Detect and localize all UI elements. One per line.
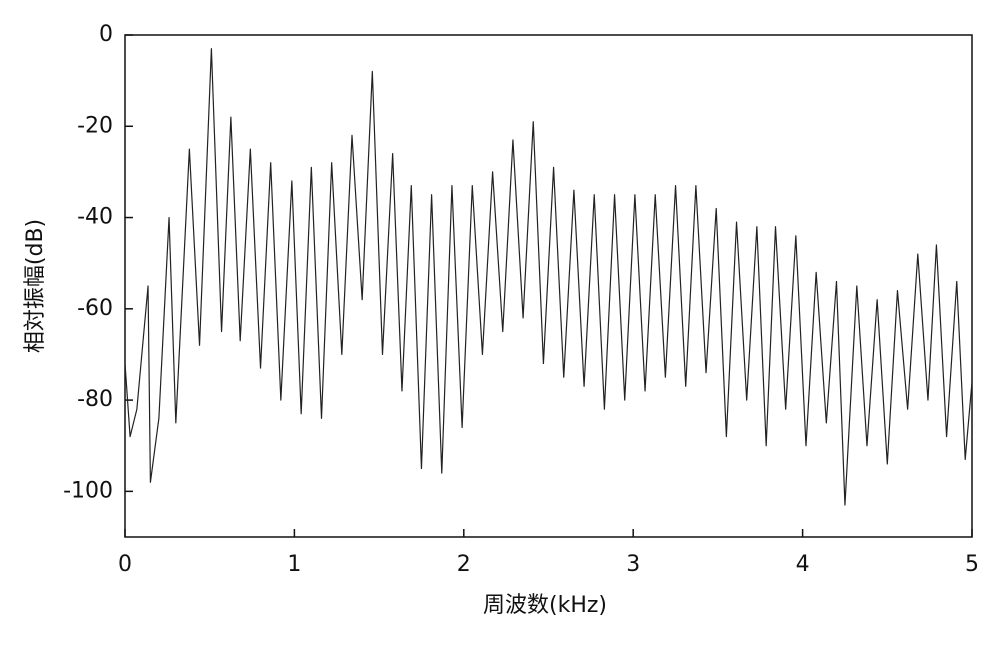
x-tick-label: 5 bbox=[965, 552, 979, 577]
y-tick-label: -20 bbox=[77, 113, 113, 138]
plot-frame bbox=[124, 34, 973, 538]
x-tick-label: 3 bbox=[626, 552, 640, 577]
x-tick-label: 4 bbox=[796, 552, 810, 577]
x-tick-label: 0 bbox=[118, 552, 132, 577]
x-tick-label: 2 bbox=[457, 552, 471, 577]
x-tick-label: 1 bbox=[287, 552, 301, 577]
y-tick-label: -80 bbox=[77, 387, 113, 412]
y-tick-label: -100 bbox=[63, 478, 113, 503]
x-axis-label: 周波数(kHz) bbox=[483, 593, 607, 618]
y-tick-label: -60 bbox=[77, 296, 113, 321]
y-axis-label: 相対振幅(dB) bbox=[23, 219, 48, 353]
y-tick-label: 0 bbox=[99, 22, 113, 47]
y-tick-label: -40 bbox=[77, 205, 113, 230]
spectrum-line bbox=[124, 48, 973, 506]
